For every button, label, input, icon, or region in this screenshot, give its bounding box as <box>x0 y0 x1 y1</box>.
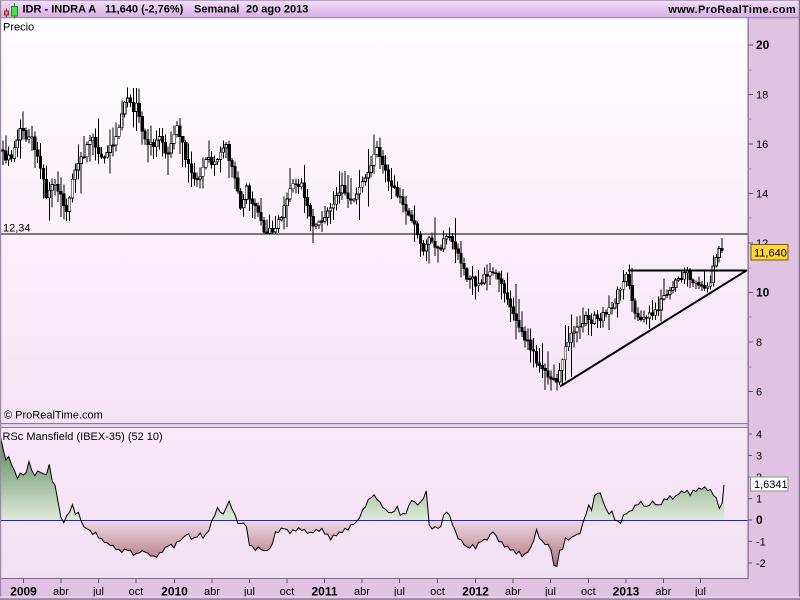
svg-text:IDR - INDRA A: IDR - INDRA A <box>23 4 97 16</box>
svg-text:Semanal: Semanal <box>194 4 239 16</box>
svg-text:12,34: 12,34 <box>3 223 31 235</box>
svg-text:1,6341: 1,6341 <box>754 479 788 491</box>
svg-text:2009: 2009 <box>10 585 37 599</box>
svg-text:3: 3 <box>756 451 762 463</box>
svg-text:18: 18 <box>756 90 768 102</box>
svg-text:16: 16 <box>756 139 768 151</box>
svg-text:oct: oct <box>129 586 144 598</box>
svg-text:oct: oct <box>280 586 295 598</box>
svg-text:abr: abr <box>354 586 370 598</box>
svg-text:2013: 2013 <box>613 585 640 599</box>
svg-text:-2: -2 <box>756 558 766 570</box>
svg-text:2010: 2010 <box>161 585 188 599</box>
svg-text:www.ProRealTime.com: www.ProRealTime.com <box>667 4 796 16</box>
svg-text:jul: jul <box>694 586 706 598</box>
svg-text:Precio: Precio <box>3 22 34 34</box>
svg-text:oct: oct <box>581 586 596 598</box>
svg-text:abr: abr <box>204 586 220 598</box>
svg-text:RSc Mansfield (IBEX-35) (52 10: RSc Mansfield (IBEX-35) (52 10) <box>3 431 163 443</box>
svg-text:oct: oct <box>430 586 445 598</box>
svg-text:20: 20 <box>756 38 770 52</box>
svg-text:2012: 2012 <box>462 585 489 599</box>
svg-text:4: 4 <box>756 429 762 441</box>
svg-text:abr: abr <box>655 586 671 598</box>
svg-text:1: 1 <box>756 494 762 506</box>
svg-text:14: 14 <box>756 189 768 201</box>
svg-text:2011: 2011 <box>311 585 337 599</box>
svg-text:jul: jul <box>544 586 556 598</box>
svg-text:abr: abr <box>53 586 69 598</box>
svg-text:8: 8 <box>756 337 762 349</box>
svg-text:6: 6 <box>756 387 762 399</box>
svg-text:11,640 (-2,76%): 11,640 (-2,76%) <box>105 4 184 16</box>
svg-text:jul: jul <box>393 586 405 598</box>
svg-text:jul: jul <box>92 586 104 598</box>
svg-text:20 ago 2013: 20 ago 2013 <box>246 4 308 16</box>
svg-text:abr: abr <box>505 586 521 598</box>
svg-text:© ProRealTime.com: © ProRealTime.com <box>4 410 103 422</box>
svg-text:jul: jul <box>243 586 255 598</box>
svg-text:-1: -1 <box>756 537 766 549</box>
svg-text:0: 0 <box>756 513 763 527</box>
svg-text:11,640: 11,640 <box>754 248 787 260</box>
svg-text:10: 10 <box>756 286 770 300</box>
